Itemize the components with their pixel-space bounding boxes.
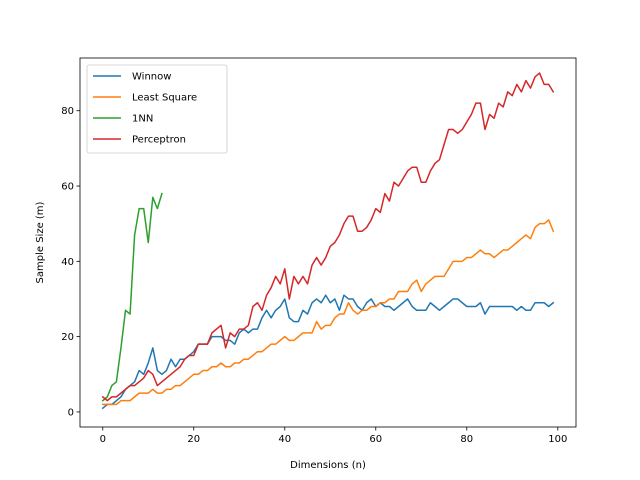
- series-layer: [101, 72, 555, 410]
- x-axis-title: Dimensions (n): [290, 460, 366, 471]
- legend-frame: [86, 64, 228, 154]
- legend-items: Winnow Least Square 1NN Perceptron: [93, 72, 197, 146]
- y-tick-label: 20: [61, 332, 74, 343]
- legend-label-least-square: Least Square: [132, 93, 197, 104]
- x-tick-label: 0: [100, 434, 106, 445]
- legend: Winnow Least Square 1NN Perceptron: [86, 64, 228, 154]
- y-tick-label: 40: [61, 257, 74, 268]
- plot-frame: [79, 57, 577, 428]
- y-tick-label: 60: [61, 182, 74, 193]
- y-tick-label: 80: [61, 106, 74, 117]
- x-tick-label: 60: [369, 434, 382, 445]
- legend-label-winnow: Winnow: [132, 72, 171, 83]
- series-line-1nn: [101, 192, 163, 402]
- y-axis-ticks: 0 20 40 60 80: [61, 106, 80, 418]
- series-line-winnow: [101, 294, 555, 410]
- legend-label-perceptron: Perceptron: [132, 135, 186, 146]
- x-tick-label: 80: [460, 434, 473, 445]
- legend-label-1nn: 1NN: [132, 114, 153, 125]
- series-line-least-square: [102, 219, 555, 406]
- x-tick-label: 20: [187, 434, 200, 445]
- y-axis-title: Sample Size (m): [35, 201, 46, 283]
- y-tick-label: 0: [68, 407, 74, 418]
- x-tick-label: 40: [278, 434, 291, 445]
- series-line-perceptron: [101, 72, 555, 402]
- x-tick-label: 100: [548, 434, 567, 445]
- x-axis-ticks: 0 20 40 60 80 100: [100, 427, 567, 445]
